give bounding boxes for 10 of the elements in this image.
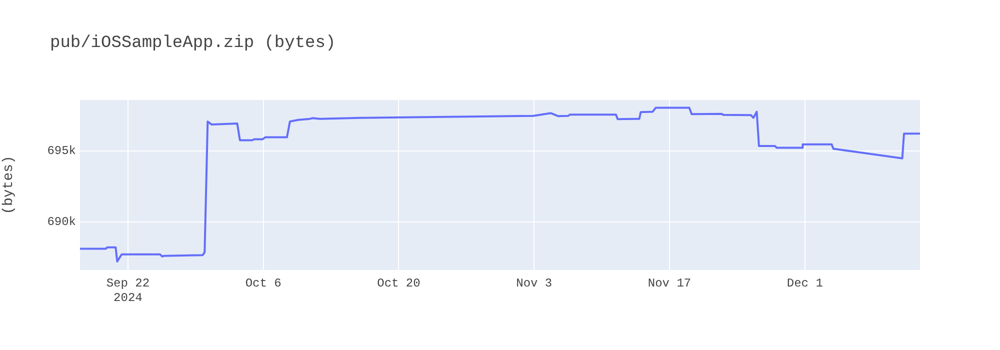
y-tick-label: 695k (47, 144, 76, 158)
x-tick-label: Sep 22 2024 (106, 276, 150, 305)
y-axis-title: (bytes) (1, 156, 18, 214)
x-tick-label: Nov 3 (516, 276, 552, 290)
x-tick-label: Dec 1 (786, 276, 823, 290)
y-tick-label: 690k (47, 215, 76, 230)
x-tick-label: Oct 6 (245, 276, 282, 290)
x-tick-label: Nov 17 (648, 276, 692, 290)
chart-title: pub/iOSSampleApp.zip (bytes) (50, 34, 336, 53)
x-tick-label: Oct 20 (377, 276, 420, 290)
